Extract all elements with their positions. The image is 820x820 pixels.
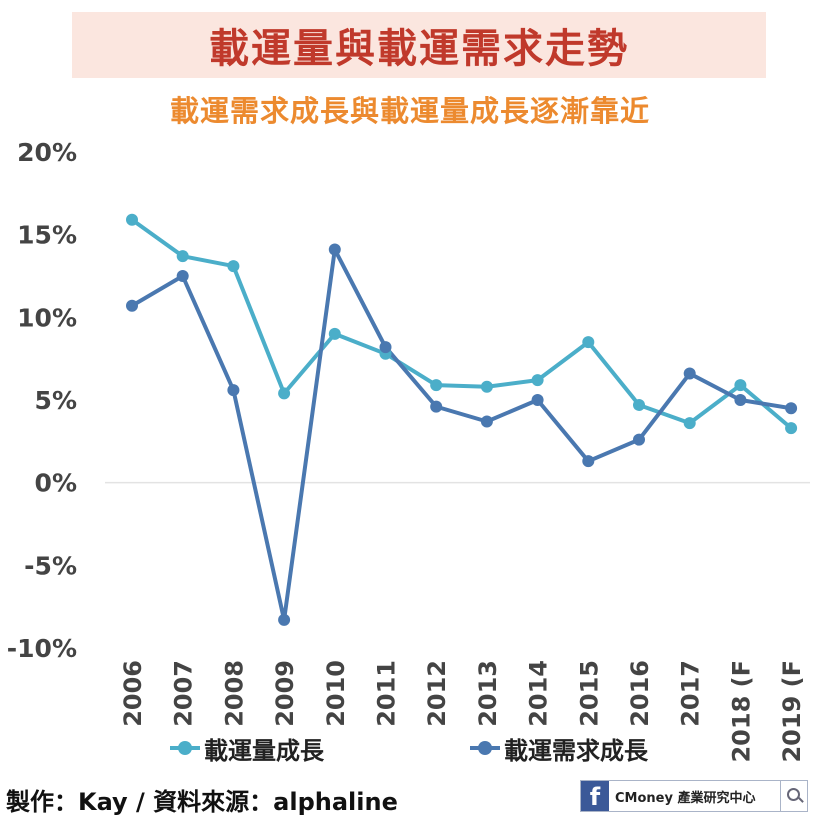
title-banner: 載運量與載運需求走勢 [72,12,766,78]
data-point-series-1 [633,433,645,446]
data-point-series-0 [430,379,443,392]
y-tick-label: 20% [17,138,77,167]
legend-marker-series-0 [170,741,200,755]
data-point-series-0 [734,379,747,392]
data-point-series-1 [430,400,443,413]
brand-badge: f CMoney 產業研究中心 [580,780,808,812]
x-tick-label: 2006 [119,660,147,727]
data-point-series-1 [582,455,595,468]
data-point-series-0 [531,374,544,387]
legend-item-series-0: 載運量成長 [170,730,324,766]
data-point-series-0 [480,380,493,393]
x-tick-label: 2013 [474,660,502,727]
x-tick-label: 2010 [322,660,350,727]
chart-title: 載運量與載運需求走勢 [209,26,629,72]
data-point-series-1 [379,341,392,354]
y-tick-label: -10% [7,634,77,663]
data-point-series-1 [328,243,341,256]
data-point-series-0 [633,398,645,411]
y-tick-label: -5% [24,551,77,580]
brand-name: CMoney 產業研究中心 [615,790,756,806]
x-tick-label: 2015 [575,660,603,727]
x-tick-label: 2018 (F [727,660,755,763]
y-tick-label: 15% [17,221,77,250]
y-tick-label: 0% [35,469,77,498]
x-tick-label: 2011 [373,660,401,727]
data-point-series-0 [785,422,798,435]
data-point-series-0 [582,336,595,349]
series-line-1 [130,247,792,622]
x-tick-label: 2019 (F [778,660,806,763]
data-point-series-1 [531,394,544,406]
data-point-series-1 [126,299,138,312]
data-point-series-0 [176,250,189,263]
search-icon [780,781,807,811]
data-point-series-1 [480,415,493,428]
data-point-series-1 [176,270,189,282]
x-tick-label: 2016 [626,660,654,727]
chart-subtitle: 載運需求成長與載運量成長逐漸靠近 [169,94,650,128]
data-point-series-1 [734,394,747,406]
legend-label-series-0: 載運量成長 [204,736,324,765]
data-point-series-1 [785,402,798,415]
x-tick-label: 2009 [271,660,299,727]
legend-item-series-1: 載運需求成長 [470,730,648,766]
data-point-series-1 [278,613,291,626]
data-point-series-1 [683,367,696,380]
data-point-series-0 [683,417,696,430]
data-point-series-0 [227,260,240,273]
data-point-series-0 [278,387,291,400]
data-point-series-0 [126,213,138,226]
y-tick-label: 5% [35,386,77,415]
legend-marker-series-1 [470,741,500,755]
x-tick-label: 2017 [677,660,705,727]
x-tick-label: 2012 [423,660,451,727]
source-credit: 製作：Kay / 資料來源：alphaline [6,788,398,816]
facebook-icon: f [581,781,609,811]
series-line-0 [130,218,793,430]
x-tick-label: 2008 [220,660,248,727]
data-point-series-0 [328,327,341,340]
data-point-series-1 [227,384,240,397]
legend-label-series-1: 載運需求成長 [504,736,648,765]
y-tick-label: 10% [17,303,77,332]
x-tick-label: 2014 [525,660,553,727]
x-tick-label: 2007 [170,660,198,727]
